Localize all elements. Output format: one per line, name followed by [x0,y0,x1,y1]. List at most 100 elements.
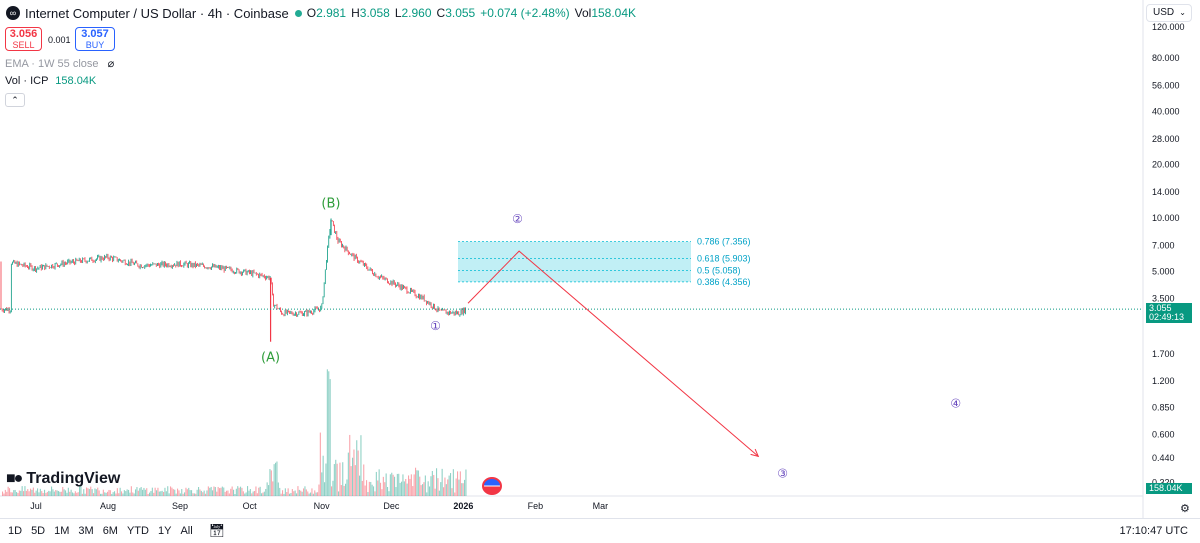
volume-bar [228,493,230,496]
currency-label: USD [1153,7,1175,18]
volume-bar [287,488,289,496]
volume-bar [100,493,102,496]
open-label: O [306,6,317,20]
tradingview-logo[interactable]: ■● TradingView [6,470,120,488]
volume-bar [324,482,326,496]
fib-level-label: 0.5 (5.058) [697,265,741,275]
range-6m[interactable]: 6M [102,525,118,537]
settings-gear-icon[interactable]: ⚙ [1180,503,1190,515]
time-tick-label: 2026 [453,501,473,511]
volume-bar [149,492,151,496]
volume-bar [426,492,428,496]
volume-bar [46,491,48,496]
volume-bar [301,491,303,496]
volume-bar [121,491,123,496]
volume-bar [238,487,240,496]
volume-bar [39,488,41,496]
low-label: L [394,6,402,20]
volume-bar [156,490,158,496]
symbol-title[interactable]: Internet Computer / US Dollar · 4h · Coi… [25,5,289,21]
volume-bar [76,492,78,496]
bottom-toolbar: 1D 5D 1M 3M 6M YTD 1Y All 📅︎ 17:10:47 UT… [0,518,1200,543]
buy-button[interactable]: 3.057 BUY [75,27,115,51]
volume-indicator[interactable]: Vol · ICP 158.04K [5,75,96,87]
time-axis[interactable]: Jul Aug Sep Oct Nov Dec 2026 Feb Mar [30,501,608,511]
volume-bar [356,440,358,496]
volume-bar [291,489,293,496]
volume-bar [339,462,341,496]
volume-bar [140,487,142,496]
us-flag-icon[interactable] [482,477,502,495]
ema-indicator[interactable]: EMA · 1W 55 close ⌀ [5,57,114,70]
chevron-up-icon: ⌃ [11,95,19,105]
price-tick-label: 20.000 [1152,160,1180,170]
volume-bar [242,491,244,496]
range-1m[interactable]: 1M [54,525,70,537]
volume-bar [350,466,352,496]
volume-bar [277,482,279,496]
volume-bar [116,488,118,496]
volume-bar [332,480,334,496]
volume-bar [60,491,62,496]
wave-projection[interactable] [467,250,760,458]
time-tick-label: Nov [314,501,331,511]
volume-bar [175,493,177,496]
volume-bar [150,491,152,496]
volume-bar [34,492,36,496]
volume-bar [151,487,153,496]
volume-bar [31,489,33,496]
volume-bar [279,487,281,496]
volume-bar [104,492,106,496]
volume-bar [170,486,172,496]
volume-bar [66,492,68,496]
change-value: +0.074 (+2.48%) [480,6,570,20]
volume-bar [59,491,61,496]
chart-canvas[interactable]: 0.786 (7.356) 0.618 (5.903)0.5 (5.058) 0.3… [0,0,1200,518]
price-axis[interactable]: 120.000 80.000 56.000 40.000 28.000 20.000 14.… [1152,22,1185,488]
volume-bar [270,470,272,496]
volume-bar [58,491,60,496]
volume-bar [391,472,393,496]
high-label: H [351,6,360,20]
fibonacci-retracement[interactable]: 0.786 (7.356) 0.618 (5.903)0.5 (5.058) 0.3… [458,237,751,287]
volume-bar [237,486,239,496]
range-5d[interactable]: 5D [31,525,46,537]
tradingview-wordmark: TradingView [26,470,121,487]
volume-bar [164,487,166,496]
sell-button[interactable]: 3.056 SELL [5,27,42,51]
utc-clock[interactable]: 17:10:47 UTC [1119,525,1188,537]
volume-bar [135,489,137,496]
volume-bar [94,488,96,496]
range-3m[interactable]: 3M [78,525,94,537]
buy-price: 3.057 [81,28,109,40]
price-tick-label: 14.000 [1152,187,1180,197]
price-tick-label: 0.440 [1152,453,1175,463]
range-all[interactable]: All [180,525,193,537]
range-1d[interactable]: 1D [8,525,23,537]
volume-bar [200,490,202,496]
volume-bar [336,463,338,496]
volume-bar [440,482,442,496]
volume-bar [286,492,288,496]
range-1y[interactable]: 1Y [157,525,172,537]
calendar-goto-icon[interactable]: 📅︎ [208,523,226,538]
volume-bar [84,493,86,496]
volume-bar [461,483,463,496]
price-tick-label: 120.000 [1152,22,1185,32]
range-ytd[interactable]: YTD [126,525,149,537]
volume-bar [245,492,247,496]
eye-hidden-icon[interactable]: ⌀ [107,58,115,70]
volume-bar [398,473,400,496]
volume-bar [387,487,389,496]
volume-bar [20,490,22,496]
volume-bar [230,488,232,496]
volume-bar [450,473,452,496]
high-value: 3.058 [359,6,390,20]
volume-bar [422,484,424,496]
collapse-legend-button[interactable]: ⌃ [5,93,25,107]
volume-bar [258,487,260,496]
volume-bar [429,486,431,496]
price-tick-label: 40.000 [1152,106,1180,116]
currency-selector[interactable]: USD ⌄ [1146,4,1192,22]
volume-bar [370,481,372,496]
